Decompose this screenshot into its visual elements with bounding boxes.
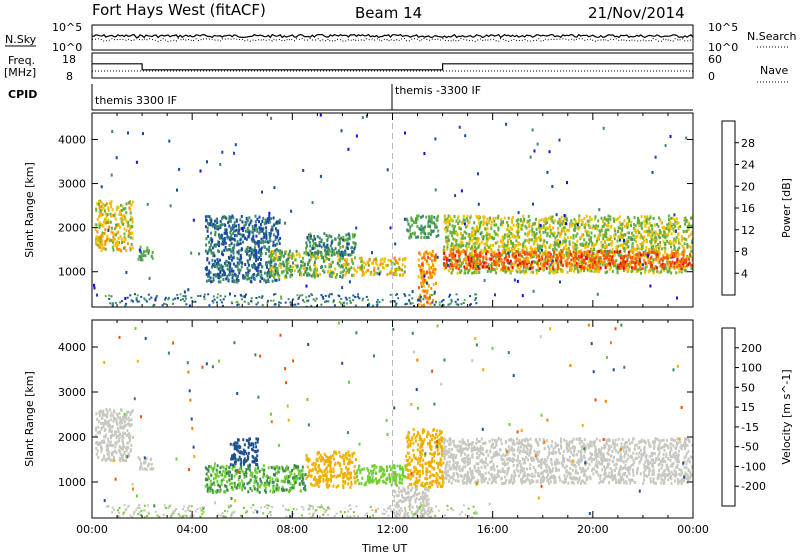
freq-unit-label: [MHz] [4, 66, 36, 79]
freq-label: Freq. [8, 54, 35, 67]
velocity-data-cells [94, 321, 693, 518]
nsearch-tick-hi: 10^5 [708, 21, 738, 34]
power-colorbar-tick-label: 12 [741, 224, 755, 237]
power-band [267, 249, 345, 280]
cpid-segment-1: themis 3300 IF [95, 94, 177, 107]
power-band [305, 232, 357, 257]
power-panel: 1000 2000 3000 4000 Slant Range [km] 4 8 12 16 20… [23, 112, 793, 308]
velocity-ytick-label: 4000 [58, 341, 86, 354]
power-colorbar-label: Power [dB] [780, 178, 793, 238]
nsky-tick-lo: 10^0 [52, 41, 82, 54]
velocity-panel: 1000 2000 3000 4000 00:00 04:00 08:00 12:00 16:0… [23, 319, 793, 536]
velocity-scatter [103, 321, 686, 518]
velocity-colorbar-tick-label: 50 [741, 381, 755, 394]
velocity-xtick-label: 16:00 [477, 523, 509, 536]
power-ytick-label: 2000 [58, 222, 86, 235]
velocity-colorbar-tick-label: -50 [741, 441, 759, 454]
power-ytick-label: 1000 [58, 266, 86, 279]
power-band [417, 249, 437, 307]
velocity-colorbar-tick-label: -200 [741, 480, 766, 493]
velocity-band [405, 428, 445, 489]
power-band [442, 214, 693, 275]
nsky-line [91, 33, 694, 39]
power-band [342, 256, 407, 277]
power-data-cells [93, 113, 693, 307]
power-colorbar-tick-label: 28 [741, 137, 755, 150]
cpid-segment-2: themis -3300 IF [395, 84, 481, 97]
nsky-panel [91, 24, 694, 51]
power-band [442, 249, 693, 271]
velocity-band [204, 464, 307, 494]
velocity-ytick-label: 2000 [58, 431, 86, 444]
velocity-colorbar-tick-label: -100 [741, 460, 766, 473]
freq-panel [91, 52, 694, 79]
power-band [94, 199, 134, 253]
freq-line [92, 63, 693, 71]
power-colorbar-tick-label: 4 [741, 267, 748, 280]
velocity-band [137, 456, 155, 471]
beam-label: Beam 14 [355, 4, 422, 22]
nsearch-line [91, 37, 694, 43]
velocity-band [94, 407, 134, 463]
cpid-label: CPID [8, 88, 37, 101]
velocity-frame [91, 319, 694, 519]
power-colorbar-tick-label: 8 [741, 246, 748, 259]
velocity-xtick-label: 00:00 [76, 523, 108, 536]
velocity-colorbar-tick-label: -15 [741, 421, 759, 434]
velocity-band [305, 450, 357, 490]
velocity-colorbar-frame [721, 327, 736, 507]
power-colorbar-frame [721, 120, 736, 296]
power-colorbar-tick-label: 20 [741, 180, 755, 193]
velocity-colorbar-tick-label: 100 [741, 362, 762, 375]
nave-tick-lo: 0 [708, 70, 715, 83]
power-band [137, 245, 154, 262]
power-scatter [93, 113, 688, 307]
nsearch-tick-lo: 10^0 [708, 41, 738, 54]
velocity-band [355, 464, 407, 487]
velocity-colorbar-tick-label: 200 [741, 342, 762, 355]
velocity-colorbar-label: Velocity [m s^-1] [780, 369, 793, 464]
velocity-xtick-label: 04:00 [176, 523, 208, 536]
nsky-tick-hi: 10^5 [52, 21, 82, 34]
power-ylabel: Slant Range [km] [23, 162, 36, 258]
freq-tick-hi: 18 [62, 53, 76, 66]
power-ytick-label: 3000 [58, 178, 86, 191]
power-colorbar-tick-label: 16 [741, 202, 755, 215]
power-colorbar-tick-label: 24 [741, 159, 755, 172]
velocity-ytick-label: 3000 [58, 386, 86, 399]
velocity-band [442, 437, 693, 485]
power-ytick-label: 4000 [58, 133, 86, 146]
x-axis-label: Time UT [361, 542, 407, 554]
nsky-label: N.Sky [5, 33, 37, 46]
nave-label: Nave [760, 64, 788, 77]
nsearch-label: N.Search [747, 30, 797, 43]
velocity-colorbar-tick-label: 15 [741, 401, 755, 414]
power-band [204, 214, 282, 284]
date-label: 21/Nov/2014 [588, 4, 685, 22]
power-band [405, 214, 440, 240]
freq-tick-lo: 8 [66, 70, 73, 83]
velocity-xtick-label: 08:00 [276, 523, 308, 536]
nave-tick-hi: 60 [708, 53, 722, 66]
figure-title: Fort Hays West (fitACF) [92, 1, 266, 19]
velocity-ylabel: Slant Range [km] [23, 371, 36, 467]
velocity-ytick-label: 1000 [58, 476, 86, 489]
velocity-band [229, 437, 260, 467]
velocity-xtick-label: 20:00 [577, 523, 609, 536]
velocity-xtick-label: 12:00 [377, 523, 409, 536]
velocity-xtick-label: 00:00 [677, 523, 709, 536]
